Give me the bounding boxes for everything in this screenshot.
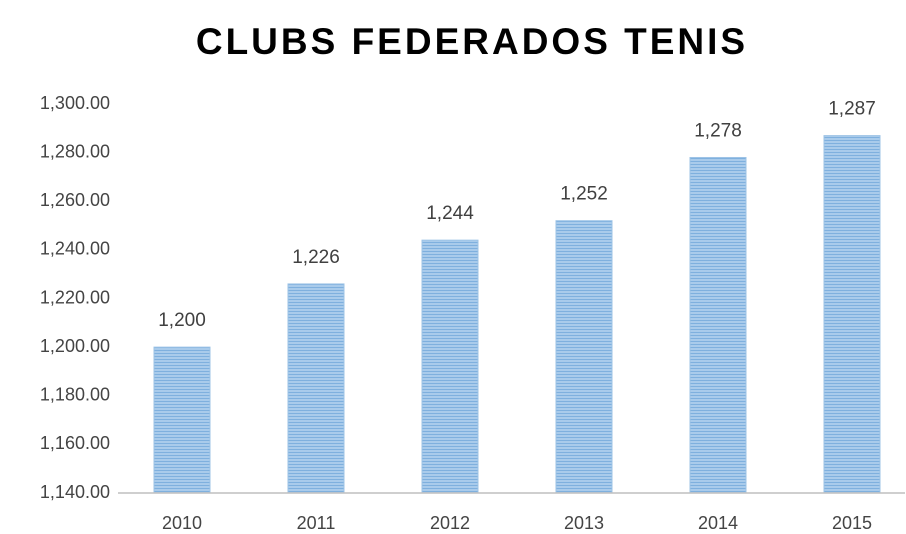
bar <box>287 283 345 494</box>
value-label: 1,244 <box>426 203 474 224</box>
value-label: 1,252 <box>560 184 608 205</box>
y-tick-label: 1,280.00 <box>40 141 110 161</box>
y-tick-label: 1,160.00 <box>40 433 110 453</box>
bar <box>823 135 881 494</box>
y-tick-label: 1,220.00 <box>40 287 110 307</box>
value-label: 1,278 <box>694 121 742 142</box>
x-tick-label: 2013 <box>564 513 604 533</box>
chart-title: CLUBS FEDERADOS TENIS <box>196 21 748 62</box>
y-tick-label: 1,200.00 <box>40 336 110 356</box>
x-tick-label: 2015 <box>832 513 872 533</box>
value-label: 1,200 <box>158 310 206 331</box>
y-tick-label: 1,240.00 <box>40 239 110 259</box>
bar <box>555 220 613 494</box>
x-tick-label: 2012 <box>430 513 470 533</box>
bar <box>689 156 747 494</box>
bar <box>153 346 211 494</box>
y-tick-label: 1,300.00 <box>40 93 110 113</box>
y-tick-label: 1,180.00 <box>40 385 110 405</box>
x-tick-label: 2011 <box>297 513 336 533</box>
x-tick-label: 2010 <box>162 513 202 533</box>
y-tick-label: 1,140.00 <box>40 482 110 502</box>
y-tick-label: 1,260.00 <box>40 190 110 210</box>
x-tick-label: 2014 <box>698 513 738 533</box>
value-label: 1,226 <box>292 247 340 268</box>
bar <box>421 239 479 494</box>
value-label: 1,287 <box>828 99 876 120</box>
